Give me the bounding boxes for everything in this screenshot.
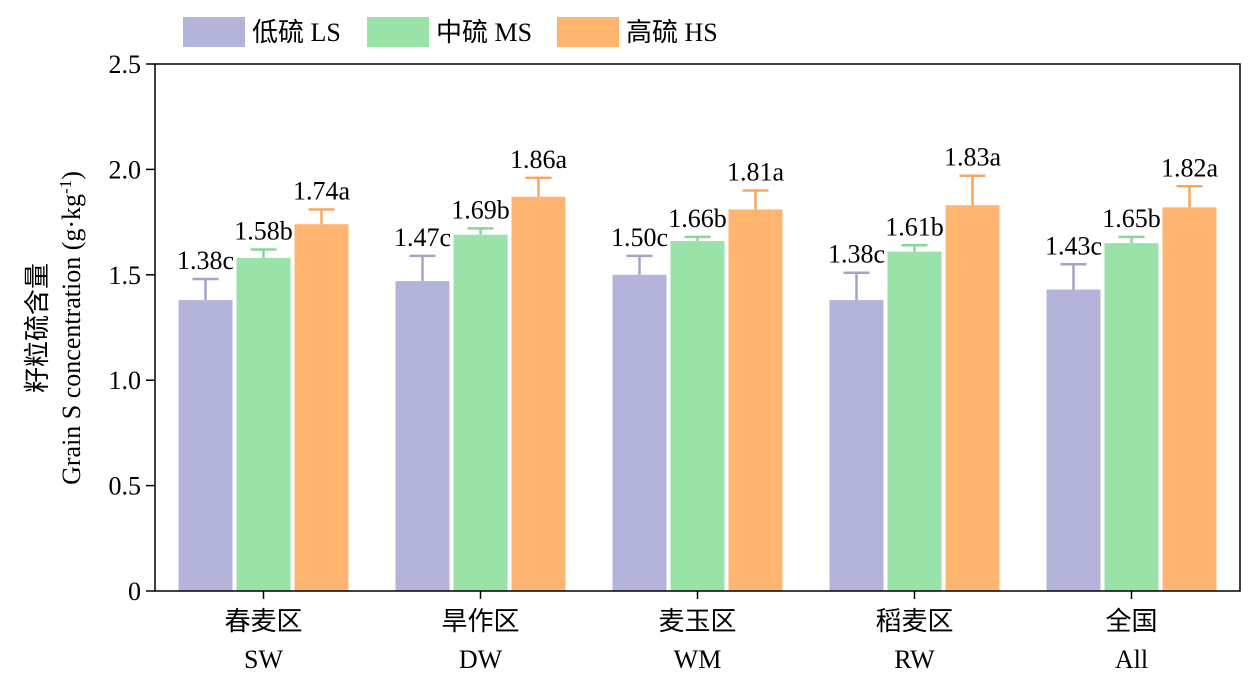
data-label: 1.65b: [1102, 204, 1161, 233]
bar: [728, 209, 783, 591]
bar: [511, 196, 566, 591]
y-axis-title-cn: 籽粒硫含量: [23, 263, 52, 393]
bar: [178, 300, 233, 591]
legend-swatch: [557, 17, 619, 47]
x-tick-label-cn: 麦玉区: [658, 607, 736, 636]
y-tick-label: 0.5: [109, 472, 142, 501]
x-tick-label-en: WM: [674, 645, 722, 674]
x-tick-label-en: RW: [894, 645, 935, 674]
bar: [887, 251, 942, 591]
x-tick-label-en: DW: [459, 645, 503, 674]
data-label: 1.82a: [1161, 153, 1219, 182]
x-tick-label-cn: 旱作区: [441, 607, 519, 636]
plot-area: 1.38c 1.47c 1.50c 1.38c 1.43c 1.58b 1.69b 1.66b…: [154, 63, 1241, 592]
data-label: 1.81a: [727, 157, 785, 186]
legend-label: 低硫 LS: [252, 18, 341, 47]
bar: [1046, 289, 1101, 591]
legend: 低硫 LS 中硫 MS 高硫 HS: [183, 17, 718, 47]
x-tick-label-en: All: [1115, 645, 1148, 674]
data-label: 1.43c: [1045, 231, 1102, 260]
bar: [294, 224, 349, 591]
bar: [1162, 207, 1217, 591]
y-tick-label: 2.0: [109, 155, 142, 184]
data-label: 1.83a: [944, 143, 1002, 172]
x-tick-label-cn: 全国: [1105, 607, 1157, 636]
legend-swatch: [367, 17, 429, 47]
bar: [236, 257, 291, 591]
legend-label: 高硫 HS: [626, 18, 718, 47]
x-axis: 春麦区 SW 旱作区 DW 麦玉区 WM 稻麦区 RW 全国 All: [224, 591, 1158, 674]
bar: [945, 205, 1000, 591]
data-label: 1.61b: [885, 212, 944, 241]
data-label: 1.38c: [828, 240, 885, 269]
y-axis: 0 0.5 1.0 1.5 2.0 2.5: [109, 50, 155, 606]
data-label: 1.69b: [451, 195, 510, 224]
legend-swatch: [183, 17, 245, 47]
y-tick-label: 1.5: [109, 261, 142, 290]
data-label: 1.86a: [510, 145, 568, 174]
bar: [612, 274, 667, 591]
x-tick-label-en: SW: [244, 645, 283, 674]
y-axis-title-superscript: -1: [56, 180, 75, 194]
bar: [829, 300, 884, 591]
data-label: 1.66b: [668, 204, 727, 233]
bar: [670, 241, 725, 591]
data-label: 1.50c: [611, 223, 668, 252]
data-label: 1.58b: [234, 217, 293, 246]
x-tick-label-cn: 春麦区: [224, 607, 302, 636]
bar: [395, 281, 450, 591]
y-tick-label: 0: [128, 577, 141, 606]
legend-label: 中硫 MS: [436, 18, 532, 47]
data-label: 1.74a: [293, 176, 351, 205]
y-tick-label: 2.5: [109, 50, 142, 79]
bar: [453, 234, 508, 592]
bar: [1104, 243, 1159, 591]
x-tick-label-cn: 稻麦区: [875, 607, 953, 636]
y-tick-label: 1.0: [109, 366, 142, 395]
y-axis-title-en: Grain S concentration (g·kg-1): [56, 171, 87, 485]
data-label: 1.38c: [177, 246, 234, 275]
data-label: 1.47c: [394, 223, 451, 252]
